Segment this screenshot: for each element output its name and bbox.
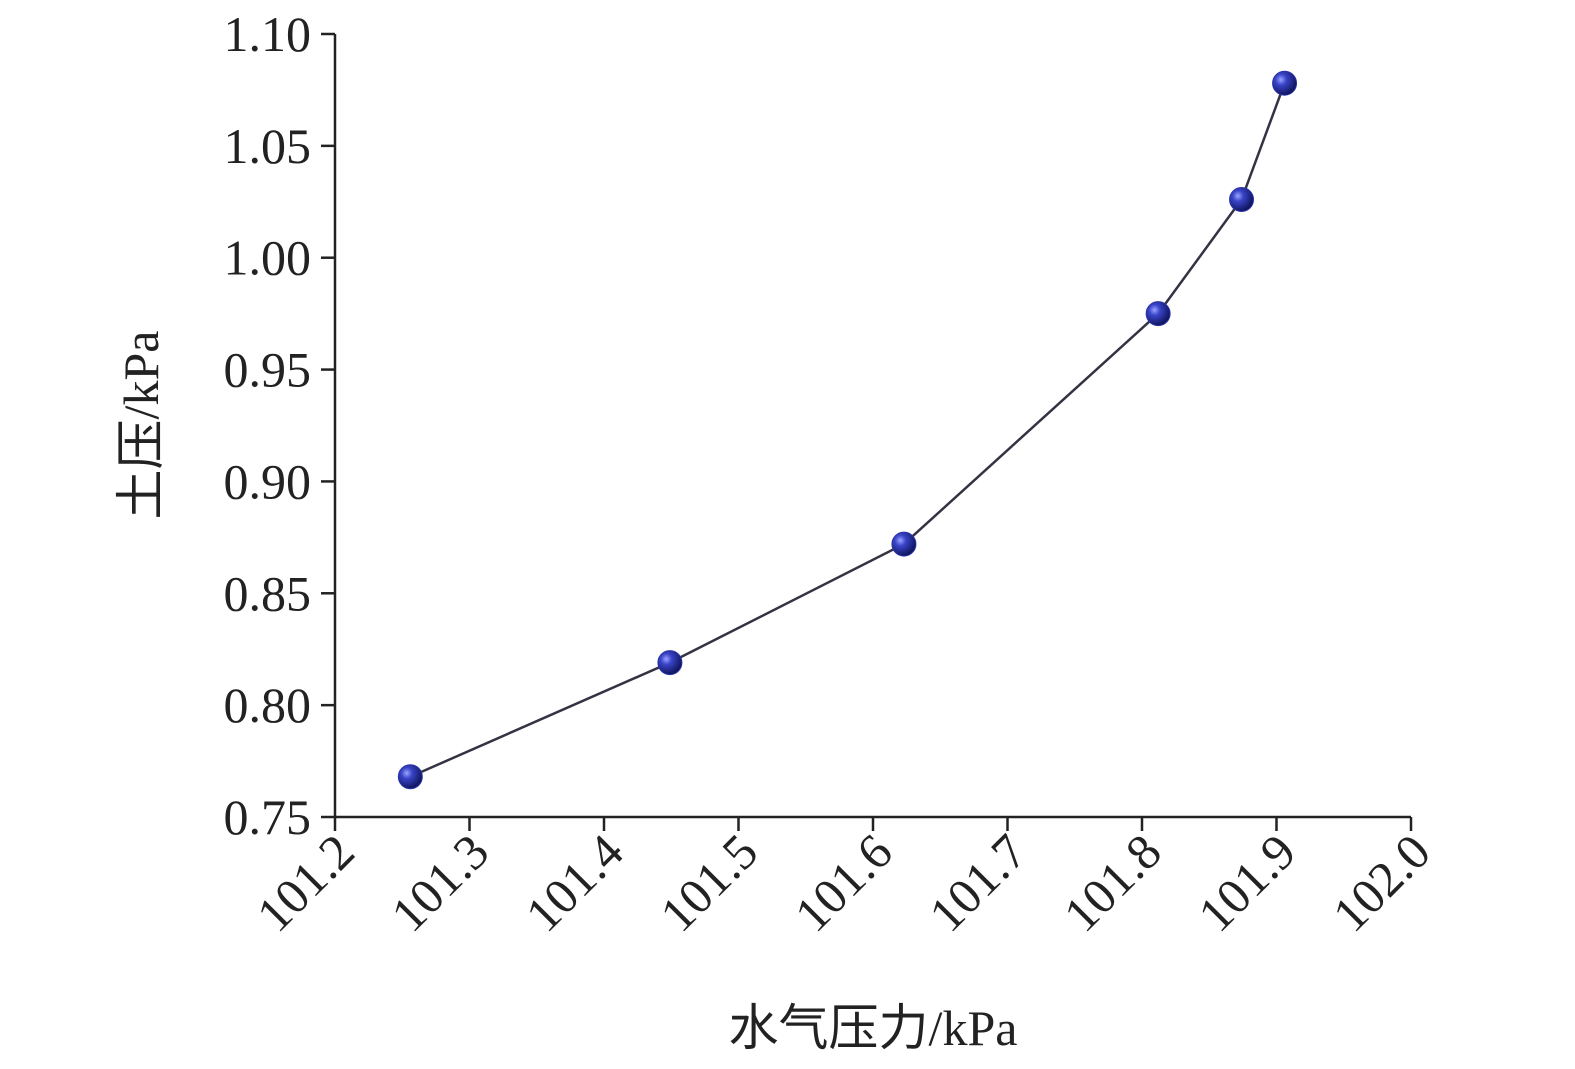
x-axis-title: 水气压力/kPa xyxy=(729,1000,1018,1056)
data-point xyxy=(1229,187,1255,213)
x-tick-label: 101.6 xyxy=(784,823,903,942)
x-tick-label: 101.4 xyxy=(515,823,634,942)
data-point xyxy=(657,650,683,676)
y-tick-label: 1.10 xyxy=(224,6,312,62)
y-tick-label: 0.80 xyxy=(224,677,312,733)
data-point xyxy=(1272,70,1298,96)
data-point xyxy=(891,531,917,557)
y-tick-label: 1.05 xyxy=(224,118,312,174)
y-tick-label: 0.75 xyxy=(224,789,312,845)
data-point xyxy=(1145,301,1171,327)
data-line xyxy=(409,82,1286,778)
data-point xyxy=(397,764,423,790)
x-tick-label: 101.3 xyxy=(380,823,499,942)
x-tick-label: 101.9 xyxy=(1187,823,1306,942)
y-tick-label: 1.00 xyxy=(224,230,312,286)
y-tick-label: 0.85 xyxy=(224,565,312,621)
x-tick-label: 102.0 xyxy=(1322,823,1441,942)
y-tick-label: 0.90 xyxy=(224,453,312,509)
x-tick-label: 101.5 xyxy=(649,823,768,942)
y-tick-label: 0.95 xyxy=(224,342,312,398)
x-tick-label: 101.8 xyxy=(1053,823,1172,942)
y-axis-title: 土压/kPa xyxy=(113,331,169,520)
x-tick-label: 101.7 xyxy=(918,823,1037,942)
